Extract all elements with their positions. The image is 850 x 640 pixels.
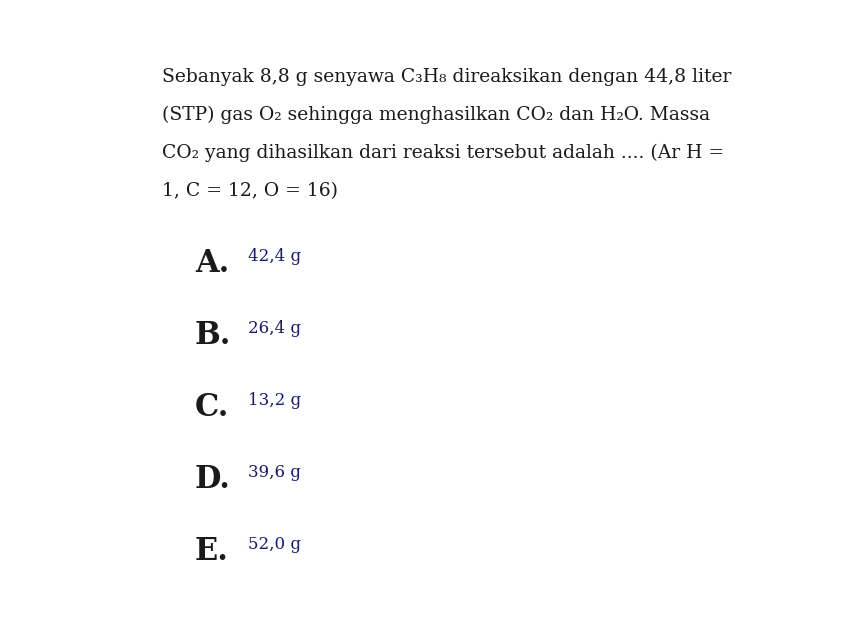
Text: CO₂ yang dihasilkan dari reaksi tersebut adalah .... (Ar H =: CO₂ yang dihasilkan dari reaksi tersebut… [162,144,724,163]
Text: 39,6 g: 39,6 g [248,464,301,481]
Text: (STP) gas O₂ sehingga menghasilkan CO₂ dan H₂O. Massa: (STP) gas O₂ sehingga menghasilkan CO₂ d… [162,106,710,124]
Text: D.: D. [195,464,231,495]
Text: C.: C. [195,392,230,423]
Text: 52,0 g: 52,0 g [248,536,301,553]
Text: 13,2 g: 13,2 g [248,392,301,409]
Text: E.: E. [195,536,229,567]
Text: 1, C = 12, O = 16): 1, C = 12, O = 16) [162,182,338,200]
Text: Sebanyak 8,8 g senyawa C₃H₈ direaksikan dengan 44,8 liter: Sebanyak 8,8 g senyawa C₃H₈ direaksikan … [162,68,731,86]
Text: B.: B. [195,320,231,351]
Text: A.: A. [195,248,230,279]
Text: 26,4 g: 26,4 g [248,320,301,337]
Text: 42,4 g: 42,4 g [248,248,301,265]
